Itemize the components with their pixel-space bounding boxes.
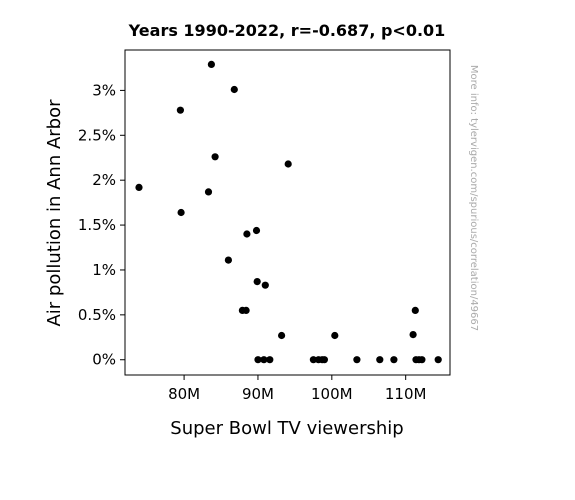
y-tick-label: 1.5%: [78, 216, 116, 234]
y-tick-label: 0.5%: [78, 306, 116, 324]
y-axis-label: Air pollution in Ann Arbor: [44, 99, 65, 327]
data-point: [284, 160, 292, 168]
data-point: [266, 356, 274, 364]
data-point: [253, 278, 261, 286]
x-axis-ticks: 80M 90M 100M 110M: [168, 375, 426, 403]
x-tick-label: 100M: [311, 385, 353, 403]
x-axis-label: Super Bowl TV viewership: [170, 418, 403, 439]
data-point: [418, 356, 426, 364]
x-tick-label: 110M: [385, 385, 427, 403]
data-point: [176, 106, 184, 114]
y-axis-ticks: 0% 0.5% 1% 1.5% 2% 2.5% 3%: [78, 81, 125, 369]
data-point: [320, 356, 328, 364]
data-point: [224, 256, 232, 264]
points-layer: [135, 60, 442, 364]
data-point: [243, 230, 251, 238]
data-point: [261, 281, 269, 289]
data-point: [204, 188, 213, 196]
data-point: [230, 85, 238, 94]
y-tick-label: 0%: [92, 351, 116, 369]
data-point: [376, 356, 384, 364]
data-point: [211, 153, 219, 161]
data-point: [260, 356, 268, 364]
y-tick-label: 2%: [92, 171, 116, 189]
data-point: [434, 356, 442, 364]
data-point: [331, 331, 339, 340]
data-point: [254, 356, 262, 364]
data-point: [135, 183, 143, 191]
watermark-text: More info: tylervigen.com/spurious/corre…: [468, 65, 479, 331]
data-point: [309, 356, 317, 364]
data-point: [207, 60, 215, 68]
plot-frame: [124, 49, 451, 376]
data-point: [390, 356, 398, 364]
chart-title: Years 1990-2022, r=-0.687, p<0.01: [128, 21, 446, 40]
data-point: [252, 226, 261, 235]
data-point: [278, 331, 286, 340]
data-point: [177, 208, 185, 217]
y-tick-label: 1%: [92, 261, 116, 279]
x-tick-label: 90M: [242, 385, 274, 403]
data-point: [411, 306, 419, 314]
data-point: [409, 331, 417, 339]
data-point: [353, 356, 361, 364]
data-point: [242, 306, 250, 314]
y-tick-label: 3%: [92, 81, 116, 99]
x-tick-label: 80M: [168, 385, 200, 403]
y-tick-label: 2.5%: [78, 126, 116, 144]
